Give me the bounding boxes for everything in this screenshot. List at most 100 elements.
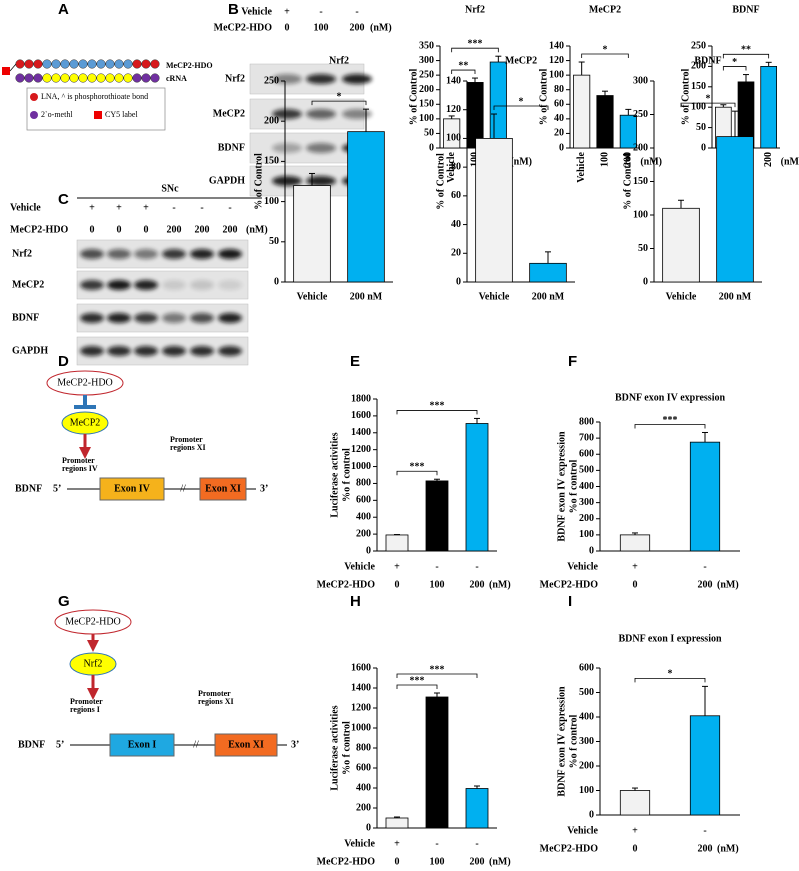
- y-tick-label: 140: [549, 40, 564, 51]
- oligo-bead: [114, 59, 124, 69]
- condition-value: -: [703, 825, 706, 836]
- condition-value: 0: [90, 224, 95, 235]
- oligo-bead: [150, 59, 160, 69]
- condition-value: 200: [350, 22, 365, 33]
- x-tick-label: 200: [623, 152, 634, 167]
- blot-row-label: BDNF: [218, 142, 245, 153]
- blot-row-label: GAPDH: [209, 175, 245, 186]
- condition-value: -: [228, 202, 231, 213]
- significance-label: ***: [430, 664, 445, 675]
- blot-band: [272, 74, 302, 84]
- y-axis-label: BDNF exon IV expression: [556, 686, 567, 797]
- oligo-bead: [69, 73, 79, 83]
- significance-bracket: [634, 677, 706, 683]
- legend-text: 2`o-methl: [41, 110, 73, 119]
- y-tick-label: 200: [579, 513, 594, 524]
- blot-band: [306, 109, 336, 119]
- panel-letter: H: [350, 593, 361, 610]
- y-tick-label: 200: [691, 61, 706, 72]
- y-tick-label: 80: [554, 84, 564, 95]
- panel-letter: B: [228, 1, 239, 18]
- y-axis-label: %o f control: [568, 459, 579, 513]
- bar: [619, 534, 651, 552]
- blot-band: [107, 280, 131, 290]
- condition-name: MeCP2-HDO: [10, 224, 69, 235]
- legend-swatch: [30, 111, 38, 119]
- y-tick-label: 50: [424, 128, 434, 139]
- y-tick-label: 200: [419, 84, 434, 95]
- bar: [443, 118, 461, 149]
- condition-value: -: [200, 202, 203, 213]
- blot-group: SNc: [161, 183, 179, 194]
- y-tick-label: 20: [554, 128, 564, 139]
- strand-label: cRNA: [166, 74, 187, 83]
- y-tick-label: 100: [691, 101, 706, 112]
- significance-label: ***: [410, 462, 425, 473]
- exon-box: [199, 477, 247, 501]
- condition-value: +: [284, 6, 290, 17]
- significance-bracket: [451, 47, 499, 53]
- condition-name: MeCP2-HDO: [317, 579, 376, 590]
- oligo-bead: [87, 59, 97, 69]
- condition-value: +: [632, 561, 638, 572]
- blot-band: [162, 249, 186, 259]
- y-axis-label: BDNF exon IV expression: [556, 431, 567, 542]
- x-tick-label: 200 nM: [350, 291, 383, 302]
- blot-band: [218, 346, 242, 356]
- y-tick-label: 150: [264, 156, 279, 167]
- blot-band: [342, 109, 372, 119]
- significance-bracket: [396, 410, 478, 415]
- condition-value: 200: [167, 224, 182, 235]
- significance-bracket: [722, 66, 747, 71]
- condition-name: MeCP2-HDO: [540, 843, 599, 854]
- y-tick-label: 800: [356, 478, 371, 489]
- x-tick-label: 200: [763, 152, 774, 167]
- y-axis-label: % of Control: [435, 153, 446, 210]
- legend-swatch: [30, 93, 38, 101]
- chart-title: Nrf2: [329, 55, 349, 66]
- factor-label: Nrf2: [84, 658, 103, 669]
- blot-band: [80, 249, 104, 259]
- oligo-bead: [96, 59, 106, 69]
- break-mark: //: [193, 739, 199, 750]
- y-tick-label: 800: [356, 742, 371, 753]
- blot-band: [107, 313, 131, 323]
- y-axis-label: %o f control: [341, 448, 352, 502]
- condition-name: Vehicle: [10, 202, 41, 213]
- condition-value: -: [319, 6, 322, 17]
- bar: [465, 788, 489, 829]
- condition-value: 0: [395, 856, 400, 867]
- bar: [619, 114, 637, 149]
- oligo-bead: [60, 73, 70, 83]
- bar: [385, 817, 409, 829]
- significance-bracket: [493, 105, 549, 111]
- significance-label: ***: [663, 415, 678, 426]
- gene-label: BDNF: [15, 483, 42, 494]
- blot-band: [134, 346, 158, 356]
- bar: [619, 790, 651, 816]
- significance-bracket: [634, 424, 706, 429]
- condition-value: +: [394, 838, 400, 849]
- significance-label: ***: [410, 675, 425, 686]
- y-tick-label: 0: [456, 276, 461, 287]
- bar: [385, 534, 409, 552]
- chart-title: BDNF exon I expression: [618, 633, 722, 644]
- y-tick-label: 60: [451, 190, 461, 201]
- y-tick-label: 600: [579, 662, 594, 673]
- panel-letter: D: [58, 353, 69, 370]
- y-axis-label: % of Control: [253, 153, 264, 210]
- chart-title: MeCP2: [589, 4, 621, 15]
- y-tick-label: 150: [419, 99, 434, 110]
- exon-box: [109, 733, 175, 757]
- bar: [689, 715, 721, 816]
- y-tick-label: 600: [356, 762, 371, 773]
- y-tick-label: 1000: [351, 461, 371, 472]
- significance-label: ***: [430, 401, 445, 412]
- condition-value: -: [475, 838, 478, 849]
- condition-value: 200: [470, 856, 485, 867]
- oligo-bead: [105, 59, 115, 69]
- oligo-bead: [96, 73, 106, 83]
- oligo-bead: [87, 73, 97, 83]
- blot-row-label: BDNF: [12, 312, 39, 323]
